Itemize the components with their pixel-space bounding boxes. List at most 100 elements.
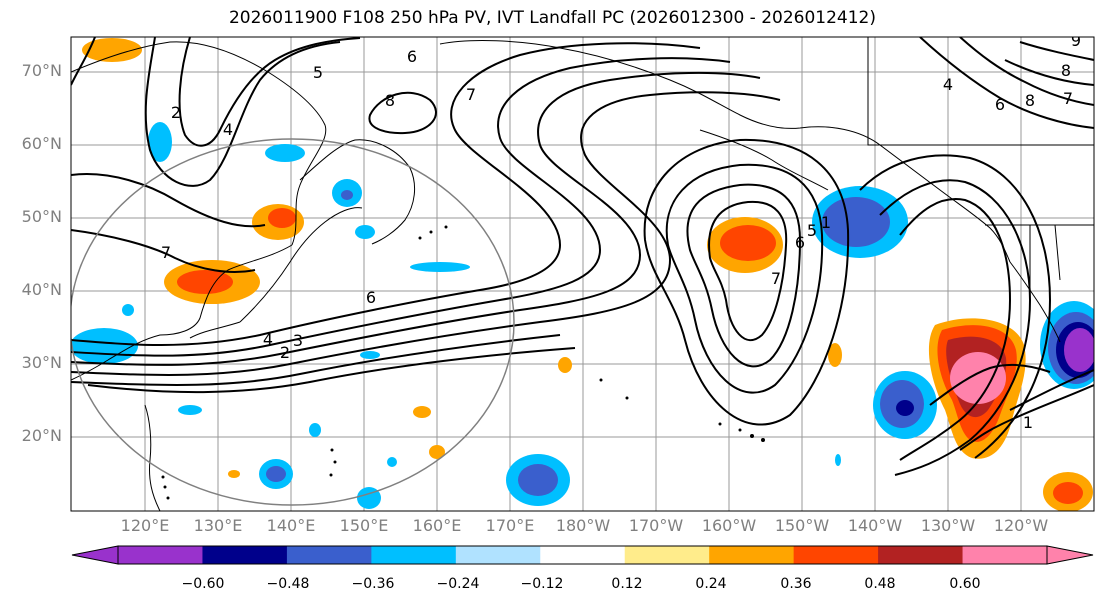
anomaly-negative [387,457,397,467]
lon-label: 120°W [993,516,1049,535]
anomaly-negative [265,144,305,162]
colorbar-segment [709,546,795,564]
colorbar-segment [286,546,372,564]
anomaly-negative [835,454,841,466]
lon-label: 120°E [120,516,170,535]
colorbar-tick-label: 0.60 [949,576,981,592]
contour-label: 8 [385,91,395,110]
colorbar-segment [202,546,288,564]
colorbar-tick-label: −0.60 [181,576,225,592]
contour-label: 9 [1071,31,1081,50]
lon-label: 180°W [555,516,611,535]
colorbar [71,545,1094,565]
contour-label: 1 [1023,413,1033,432]
colorbar-tick-label: −0.48 [266,576,310,592]
colorbar-tick-label: 0.12 [611,576,643,592]
anomaly-positive [828,343,842,367]
lon-label: 160°W [701,516,757,535]
contour-label: 2 [280,343,290,362]
anomaly-negative [1064,328,1094,372]
colorbar-extend-high [1046,545,1094,565]
anomaly-negative [148,122,172,162]
colorbar-tick-label: 0.48 [864,576,896,592]
anomaly-positive [720,225,776,261]
colorbar-segment [878,546,964,564]
anomaly-negative [122,304,134,316]
lat-label: 70°N [21,61,62,80]
colorbar-segment [962,546,1048,564]
landfall-region-circle [71,138,515,506]
lat-label: 40°N [21,280,62,299]
anomaly-positive [413,406,431,418]
contour-label: 8 [1061,61,1071,80]
contour-label: 6 [366,288,376,307]
colorbar-segment [118,546,203,564]
lon-label: 170°E [485,516,535,535]
anomaly-positive [950,352,1006,404]
lon-label: 170°W [628,516,684,535]
lon-label: 150°W [774,516,830,535]
lat-label: 30°N [21,353,62,372]
lat-label: 20°N [21,426,62,445]
anomaly-negative [178,405,202,415]
lat-label: 50°N [21,207,62,226]
anomaly-negative [410,262,470,272]
anomaly-positive [268,208,296,228]
colorbar-segment [624,546,710,564]
chart-title: 2026011900 F108 250 hPa PV, IVT Landfall… [228,8,876,28]
contour-label: 6 [407,47,417,66]
anomaly-negative [266,466,286,482]
contour-label: 6 [995,95,1005,114]
pv-contours [71,37,1094,476]
contour-label: 2 [171,103,181,122]
lon-label: 160°E [412,516,462,535]
contour-label: 4 [263,330,273,349]
anomaly-negative [518,464,558,496]
colorbar-segment [540,546,626,564]
colorbar-tick-label: −0.24 [436,576,480,592]
graticule [71,37,1094,511]
lon-label: 130°E [193,516,243,535]
anomaly-negative [309,423,321,437]
colorbar-segment [455,546,541,564]
colorbar-tick-label: 0.36 [780,576,812,592]
contour-label: 4 [223,120,233,139]
lon-label: 130°W [920,516,976,535]
colorbar-segment [371,546,457,564]
anomaly-negative [896,400,914,416]
anomaly-positive [82,38,142,62]
contour-label: 3 [293,331,303,350]
contour-label: 1 [821,213,831,232]
anomaly-positive [429,445,445,459]
colorbar-tick-label: −0.36 [351,576,395,592]
anomaly-positive [1053,482,1083,504]
contour-label-group: 5 6 8 7 4 7 6 3 2 4 5 6 1 7 2 4 1 7 8 9 … [161,31,1081,432]
lon-label: 150°E [339,516,389,535]
contour-label: 7 [771,269,781,288]
anomaly-negative [360,351,380,359]
contour-label: 7 [466,85,476,104]
colorbar-tick-label: −0.12 [520,576,564,592]
contour-label: 6 [795,233,805,252]
lon-label: 140°W [847,516,903,535]
contour-label: 7 [1063,89,1073,108]
islands [161,225,765,500]
anomaly-positive [228,470,240,478]
anomaly-positive [177,270,233,294]
anomaly-negative [822,197,890,247]
contour-label: 5 [807,221,817,240]
anomaly-positive [558,357,572,373]
colorbar-extend-low [71,545,119,565]
lat-label: 60°N [21,134,62,153]
anomaly-negative [341,190,353,200]
contour-label: 8 [1025,91,1035,110]
lon-label: 140°E [266,516,316,535]
anomaly-negative [71,328,138,364]
colorbar-tick-label: 0.24 [695,576,727,592]
anomaly-negative [355,225,375,239]
colorbar-segment [793,546,879,564]
contour-label: 4 [943,75,953,94]
map-frame [70,36,1095,512]
contour-label: 7 [161,243,171,262]
